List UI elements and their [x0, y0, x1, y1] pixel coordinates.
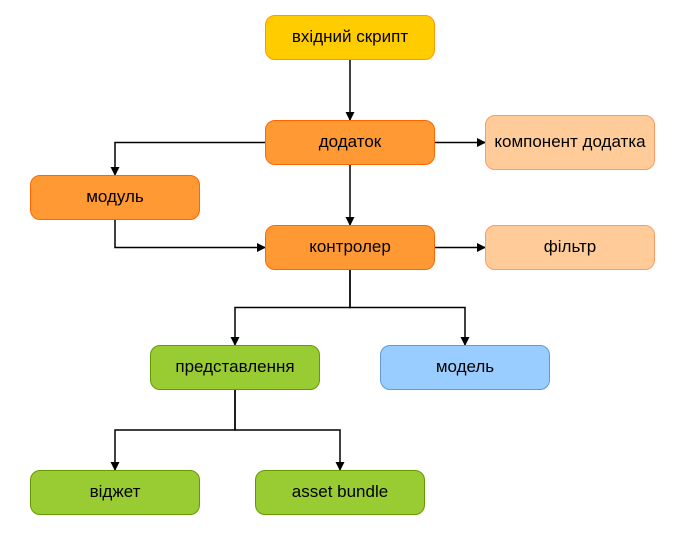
edge-view-asset — [235, 390, 340, 470]
node-module: модуль — [30, 175, 200, 220]
node-view: представлення — [150, 345, 320, 390]
edge-view-widget — [115, 390, 235, 470]
edge-controller-model — [350, 270, 465, 345]
node-app: додаток — [265, 120, 435, 165]
edge-app-module — [115, 143, 265, 176]
node-controller: контролер — [265, 225, 435, 270]
diagram-stage: вхідний скрипт додаток компонент додатка мо… — [0, 0, 700, 555]
node-widget: віджет — [30, 470, 200, 515]
node-entry: вхідний скрипт — [265, 15, 435, 60]
edge-controller-view — [235, 270, 350, 345]
node-appcomp: компонент додатка — [485, 115, 655, 170]
edge-module-controller — [115, 220, 265, 248]
node-asset: asset bundle — [255, 470, 425, 515]
node-filter: фільтр — [485, 225, 655, 270]
node-model: модель — [380, 345, 550, 390]
